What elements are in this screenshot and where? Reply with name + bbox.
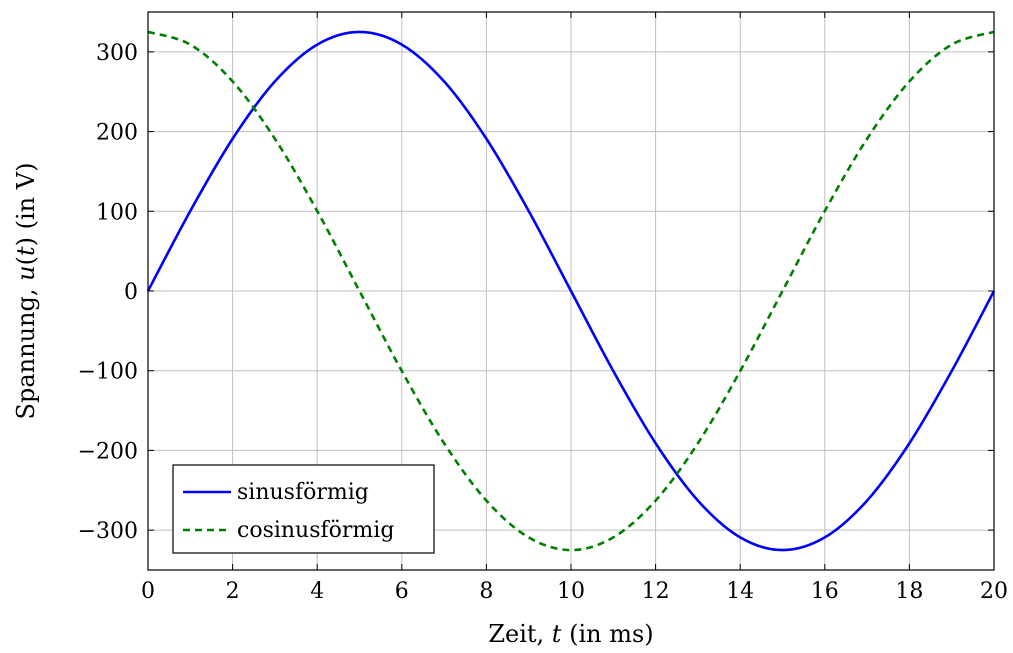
y-tick-label: 100 (96, 200, 138, 225)
x-axis-label-prefix: Zeit, (488, 620, 551, 648)
y-tick-label: 0 (124, 280, 138, 305)
y-axis-label: Spannung, u(t) (in V) (12, 163, 40, 420)
series-line-cosinusformig (147, 30, 995, 552)
x-tick-label: 14 (726, 579, 754, 604)
y-tick-label: −100 (78, 360, 138, 385)
x-tick-label: 0 (141, 579, 155, 604)
x-tick-label: 18 (895, 579, 923, 604)
x-tick-label: 16 (811, 579, 839, 604)
y-tick-label: 300 (96, 41, 138, 66)
x-tick-label: 12 (642, 579, 670, 604)
x-tick-label: 20 (980, 579, 1008, 604)
y-axis-label-variable: u (12, 265, 40, 280)
y-tick-label: 200 (96, 121, 138, 146)
y-axis-label-paren-close: ) (12, 237, 40, 246)
x-axis-label: Zeit, t (in ms) (488, 620, 653, 648)
axis-ticks: 0 2 4 6 8 10 12 14 16 18 20 −300 −200 −100 0 100 200 300 (78, 12, 1008, 604)
x-tick-label: 10 (557, 579, 585, 604)
x-tick-label: 6 (395, 579, 409, 604)
x-tick-label: 8 (479, 579, 493, 604)
y-axis-label-prefix: Spannung, (12, 281, 40, 420)
y-axis-label-argument: t (12, 246, 40, 256)
y-axis-label-paren-open: ( (12, 256, 40, 265)
y-tick-label: −300 (78, 519, 138, 544)
x-tick-label: 2 (226, 579, 240, 604)
series-lines (146, 30, 996, 552)
x-axis-label-variable: t (552, 620, 562, 648)
x-axis-label-suffix: (in ms) (561, 620, 653, 648)
legend: sinusförmig cosinusförmig (172, 464, 435, 554)
series-line-sinusformig (146, 30, 996, 552)
x-tick-label: 4 (310, 579, 324, 604)
y-tick-label: −200 (78, 439, 138, 464)
legend-label-cosinusformig: cosinusförmig (237, 518, 394, 543)
y-axis-label-suffix: (in V) (12, 163, 40, 237)
legend-box (172, 464, 435, 554)
legend-label-sinusformig: sinusförmig (237, 480, 369, 505)
